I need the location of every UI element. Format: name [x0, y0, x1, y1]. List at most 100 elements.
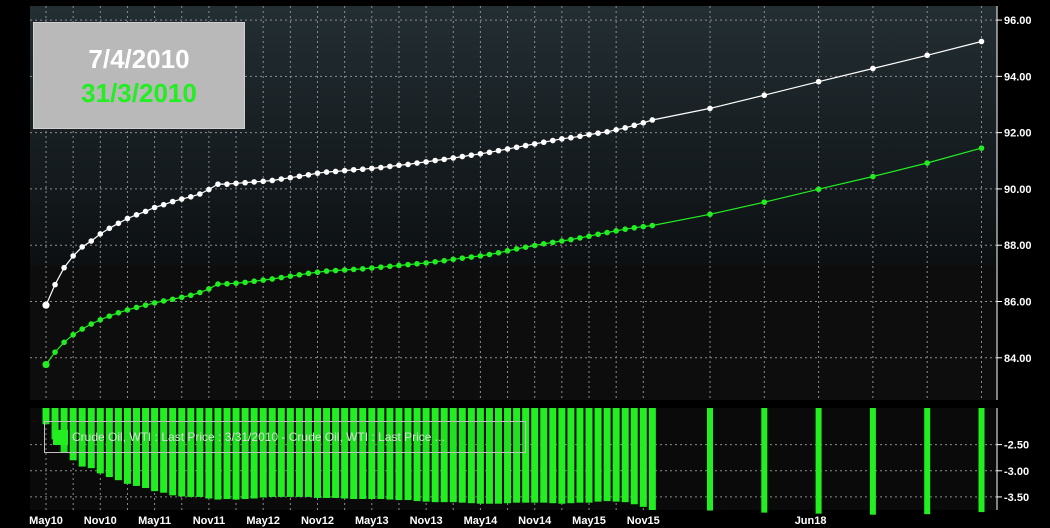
series-point [978, 145, 985, 151]
series-point [586, 131, 592, 138]
spread-bar [142, 408, 150, 489]
series-point [115, 220, 122, 227]
panel-separator [0, 400, 1050, 408]
series-point [550, 239, 556, 246]
series-point [124, 307, 131, 313]
series-point [761, 199, 768, 205]
series-point [97, 231, 104, 237]
series-point [61, 264, 67, 271]
x-tick-label: Nov14 [518, 515, 552, 527]
series-point [61, 339, 67, 346]
spread-bar [105, 408, 113, 478]
series-point [52, 281, 58, 288]
series-point [278, 274, 285, 281]
spread-bar [133, 408, 140, 486]
series-point [613, 228, 619, 234]
spread-bar [214, 408, 222, 500]
price-tick-label: 90.00 [1004, 184, 1032, 196]
series-point [924, 160, 930, 166]
series-point [459, 153, 466, 160]
spread-bar [549, 408, 557, 504]
series-point [378, 264, 384, 270]
spread-bar [160, 408, 168, 493]
series-point [459, 255, 466, 261]
spread-tick-label: -3.50 [1004, 492, 1029, 504]
series-point [595, 231, 601, 238]
spread-bar [78, 408, 86, 467]
series-point [52, 349, 58, 355]
series-point [323, 268, 330, 274]
series-point [531, 141, 538, 147]
spread-bar [603, 408, 611, 502]
series-point [405, 261, 411, 268]
series-point [251, 179, 257, 185]
series-point [269, 177, 276, 184]
spread-bar [431, 408, 439, 503]
spread-bar [621, 408, 629, 503]
series-point [296, 271, 303, 278]
series-point [350, 266, 357, 273]
price-tick-label: 88.00 [1004, 240, 1032, 252]
spread-bar [978, 408, 985, 513]
series-point [504, 248, 511, 254]
series-point [88, 321, 95, 327]
series-point [106, 313, 113, 319]
series-point [79, 326, 85, 332]
series-point [978, 38, 985, 45]
spread-bar [630, 408, 638, 505]
x-tick-label: Nov11 [193, 515, 225, 527]
series-point [215, 281, 221, 287]
series-point [761, 92, 768, 99]
series-point [215, 181, 221, 187]
series-point [495, 147, 502, 154]
series-point [631, 224, 638, 231]
spread-bar [241, 408, 249, 500]
series-point [568, 236, 574, 243]
spread-bar [612, 408, 620, 502]
series-point [586, 233, 592, 240]
spread-bar [250, 408, 258, 499]
legend-label: Crude Oil, WTI : Last Price : 3/31/2010 … [72, 430, 445, 444]
series-point [622, 226, 628, 232]
series-point [613, 127, 619, 133]
series-point [178, 196, 185, 202]
series-point [707, 211, 713, 218]
spread-bar [869, 408, 876, 515]
series-point [432, 157, 438, 164]
series-point [42, 301, 50, 309]
series-point [559, 238, 565, 244]
x-tick-label: May13 [355, 515, 389, 527]
series-point [70, 253, 76, 259]
series-point [423, 159, 429, 165]
series-point [224, 181, 230, 187]
current-date-label: 7/4/2010 [88, 43, 190, 74]
series-point [169, 296, 176, 303]
series-point [640, 119, 647, 126]
series-point [640, 223, 647, 230]
series-point [513, 246, 520, 252]
series-point [468, 254, 475, 260]
x-tick-label: Nov12 [301, 515, 334, 527]
series-point [142, 208, 149, 215]
series-point [160, 298, 167, 304]
spread-bar [485, 408, 493, 504]
series-point [369, 265, 375, 271]
series-point [305, 270, 312, 277]
series-point [441, 257, 448, 264]
spread-bar [51, 408, 59, 440]
series-point [97, 316, 104, 323]
series-point [224, 280, 230, 287]
series-point [396, 262, 402, 269]
spread-bar [761, 408, 768, 513]
series-point [604, 229, 610, 236]
legend-swatch [53, 429, 68, 445]
x-tick-label: Jun18 [795, 515, 827, 527]
series-point [305, 172, 312, 178]
series-point [568, 134, 574, 141]
spread-bar [476, 408, 484, 504]
series-point [595, 130, 601, 137]
series-point [396, 162, 402, 169]
x-tick-label: May15 [572, 515, 606, 527]
spread-bar [707, 408, 713, 511]
date-legend-box: 7/4/2010 31/3/2010 [33, 22, 245, 129]
